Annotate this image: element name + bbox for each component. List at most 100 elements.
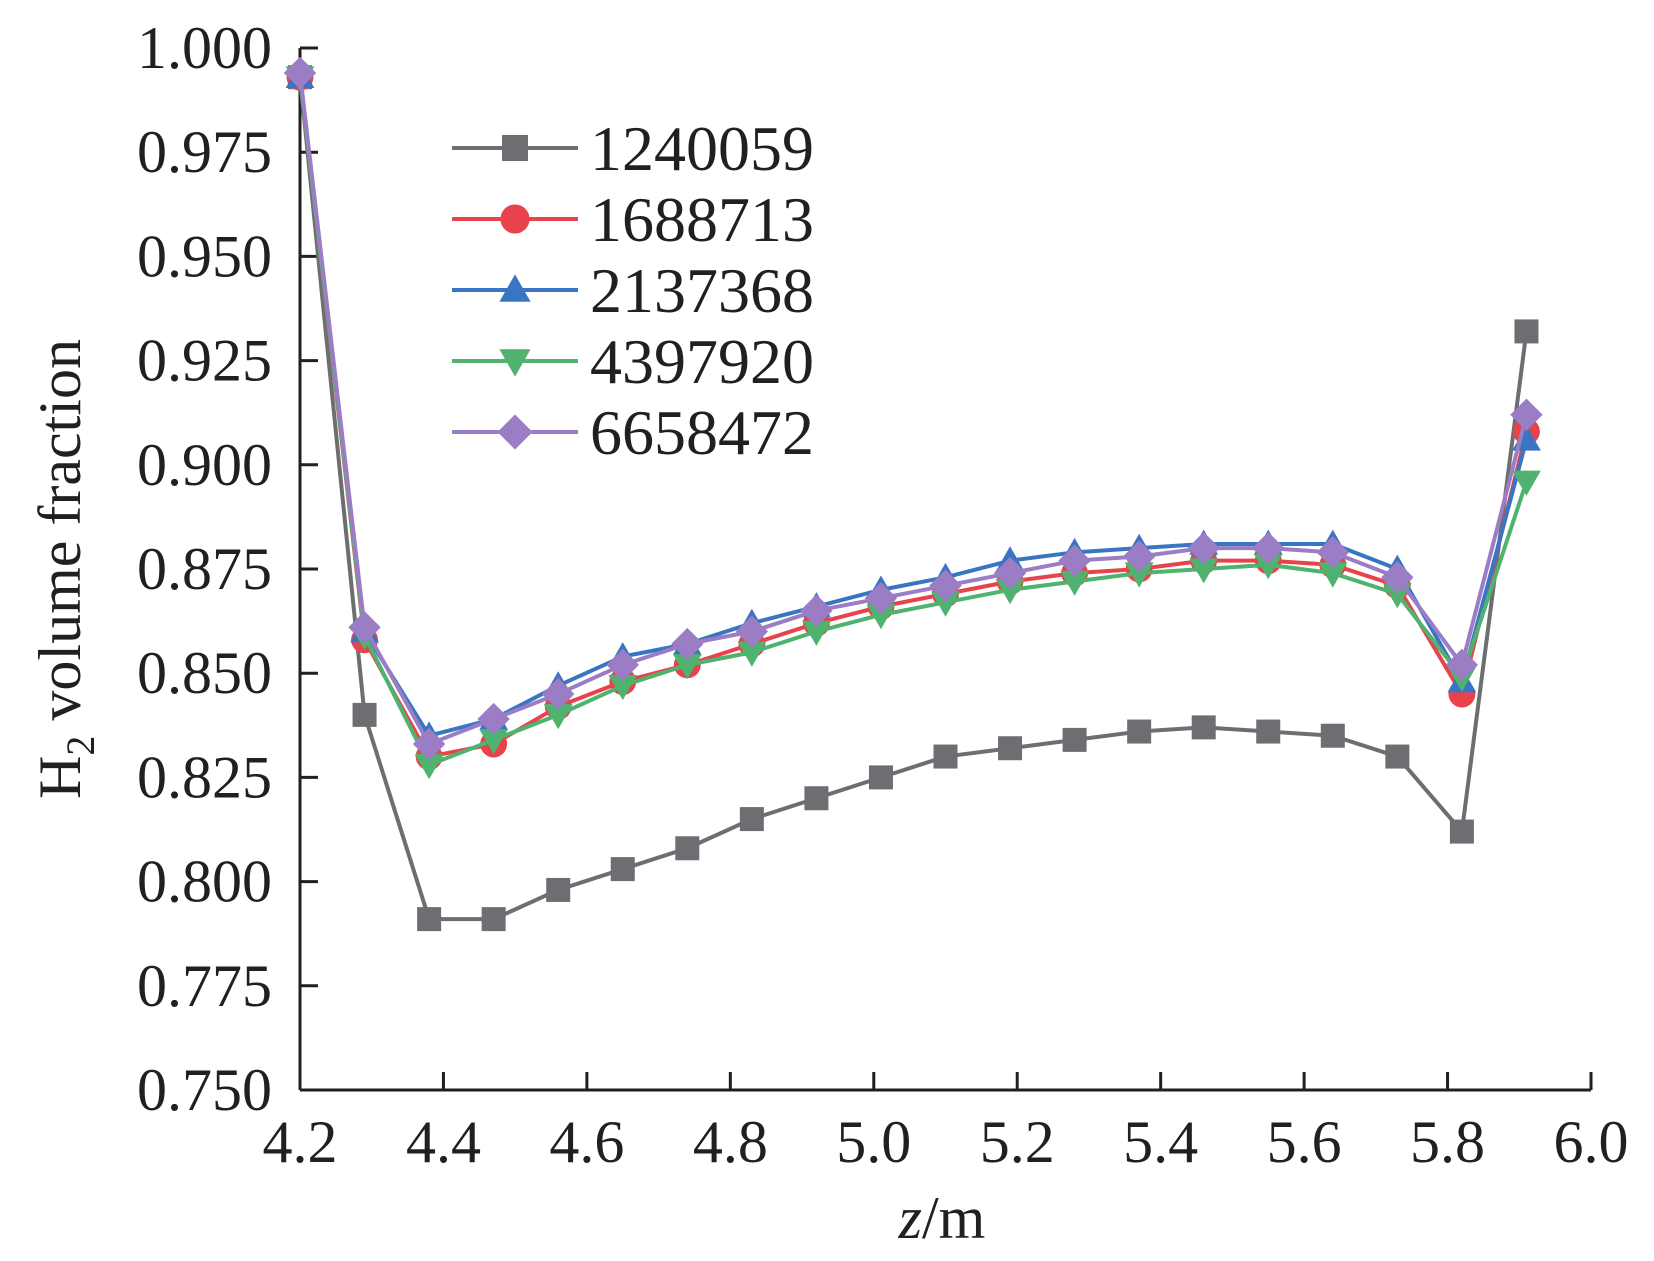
data-point [1122,540,1156,573]
data-point [1385,744,1410,769]
legend-marker [502,135,528,161]
data-point [735,615,769,648]
data-point [933,744,958,769]
y-axis-title-subscript: 2 [58,736,103,756]
data-point [866,604,896,630]
data-point [1058,544,1091,577]
legend-marker [500,204,530,234]
y-tick-label: 0.850 [137,640,272,706]
x-tick-label: 5.4 [1123,1109,1198,1175]
legend-label: 6658472 [590,397,814,468]
x-tick-label: 5.0 [836,1109,911,1175]
y-tick-label: 0.875 [137,536,272,602]
data-point [1062,727,1087,752]
y-tick-label: 0.800 [137,849,272,915]
y-tick-label: 0.825 [137,744,272,810]
series-line [298,76,1529,738]
y-tick-label: 0.750 [137,1057,272,1123]
data-point [1189,558,1219,584]
legend-entry: 2137368 [452,255,814,326]
series-4397920 [285,66,1541,780]
legend-label: 1688713 [590,184,814,255]
data-point [739,807,764,832]
series-2137368 [285,62,1541,747]
x-axis-title-unit: /m [922,1185,985,1251]
x-tick-label: 5.8 [1410,1109,1485,1175]
data-point [802,620,831,646]
data-point [608,674,638,701]
data-point [606,648,639,682]
data-point [804,786,829,811]
data-point [1253,554,1283,580]
x-tick-label: 4.4 [406,1109,481,1175]
y-axis-title-rest: volume fraction [27,339,93,736]
legend-entry: 6658472 [452,397,814,468]
y-tick-label: 0.925 [137,328,272,394]
data-point [1191,715,1216,740]
data-point [417,907,442,932]
data-point [479,729,509,755]
x-tick-label: 4.8 [693,1109,768,1175]
data-point [1060,570,1089,596]
data-point [675,836,700,861]
data-point [868,765,893,790]
y-tick-label: 0.975 [137,119,272,185]
data-point [1510,398,1543,431]
series-6658472 [283,56,1543,761]
data-point [352,702,377,727]
legend-marker [497,414,533,450]
data-point [929,569,962,602]
data-point [1449,819,1474,844]
ticks: 4.2 4.4 4.6 4.8 5.0 5.2 5.4 5.6 5.8 6.0 0.750 0.775… [137,15,1629,1175]
data-point [737,641,767,667]
x-axis-title-var: z [898,1185,922,1251]
x-tick-label: 4.6 [549,1109,624,1175]
legend-label: 4397920 [590,326,814,397]
y-tick-label: 1.000 [137,15,272,81]
data-point [543,704,573,730]
y-axis-title: H2 volume fraction [27,339,103,799]
series-line [298,72,1529,747]
data-point [1381,561,1414,594]
data-point [1320,723,1345,748]
data-point [931,591,960,617]
legend-entry: 1240059 [452,113,814,184]
data-point [800,594,833,627]
series-line [298,76,1529,767]
data-point [1512,470,1541,496]
data-point [481,907,506,932]
x-axis-title: z/m [898,1185,986,1251]
data-point [1316,536,1349,569]
y-tick-label: 0.950 [137,223,272,289]
data-point [995,579,1025,605]
data-point [1124,562,1154,588]
series-1240059 [288,65,1539,932]
series-line [298,76,1529,922]
legend-marker [499,274,531,302]
data-point [1514,319,1539,344]
data-point [610,857,635,882]
data-point [477,702,510,736]
y-axis-title-main: H [27,756,93,799]
data-point [412,727,446,761]
data-point [1256,719,1281,744]
y-tick-label: 0.775 [137,953,272,1019]
data-point [672,654,702,680]
data-point [1445,648,1479,682]
legend-entry: 4397920 [452,326,814,397]
data-point [1318,562,1348,588]
x-tick-label: 5.2 [980,1109,1055,1175]
x-tick-label: 5.6 [1267,1109,1342,1175]
x-tick-label: 6.0 [1554,1109,1629,1175]
data-point [546,877,571,902]
data-point [542,677,575,711]
data-point [671,627,704,661]
legend-entry: 1688713 [452,184,814,255]
legend-label: 1240059 [590,113,814,184]
data-point [864,581,898,615]
data-point [1187,531,1220,565]
series-line [298,76,1529,759]
legend-marker [499,349,531,377]
